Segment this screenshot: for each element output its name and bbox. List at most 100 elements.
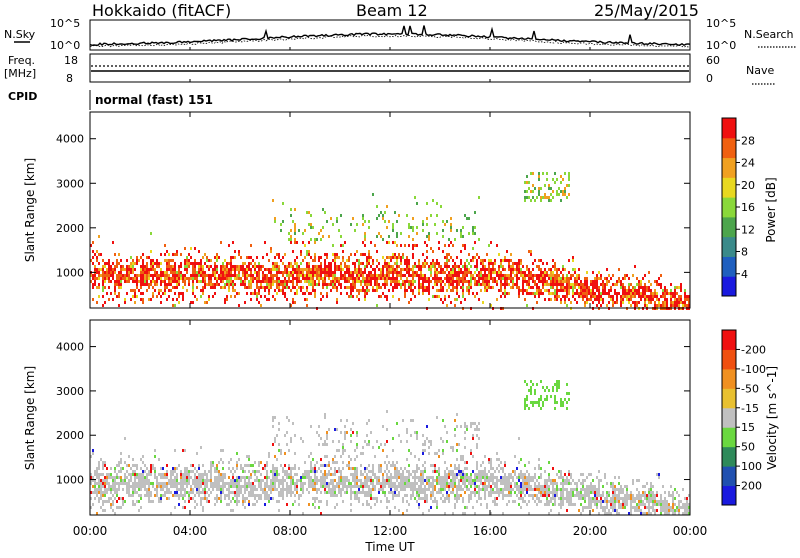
noise-left-label: N.Sky: [4, 28, 36, 41]
heatmap-cell: [368, 479, 370, 482]
heatmap-cell: [366, 289, 368, 292]
heatmap-cell: [488, 274, 490, 277]
heatmap-cell: [450, 283, 452, 286]
heatmap-cell: [198, 274, 200, 277]
heatmap-cell: [378, 277, 380, 280]
heatmap-cell: [548, 196, 550, 199]
heatmap-cell: [462, 476, 464, 479]
heatmap-cell: [128, 464, 130, 467]
heatmap-cell: [436, 214, 438, 217]
heatmap-cell: [392, 476, 394, 479]
heatmap-cell: [568, 292, 570, 295]
heatmap-cell: [350, 509, 352, 512]
heatmap-cell: [212, 286, 214, 289]
heatmap-cell: [560, 271, 562, 274]
heatmap-cell: [356, 274, 358, 277]
heatmap-cell: [458, 479, 460, 482]
heatmap-cell: [570, 500, 572, 503]
heatmap-cell: [128, 274, 130, 277]
heatmap-cell: [442, 235, 444, 238]
heatmap-cell: [552, 286, 554, 289]
heatmap-cell: [264, 268, 266, 271]
heatmap-cell: [426, 223, 428, 226]
heatmap-cell: [314, 488, 316, 491]
heatmap-cell: [558, 383, 560, 386]
heatmap-cell: [502, 277, 504, 280]
heatmap-cell: [288, 232, 290, 235]
heatmap-cell: [356, 455, 358, 458]
heatmap-cell: [384, 277, 386, 280]
heatmap-cell: [326, 503, 328, 506]
heatmap-cell: [134, 479, 136, 482]
heatmap-cell: [404, 494, 406, 497]
heatmap-cell: [404, 292, 406, 295]
heatmap-cell: [172, 253, 174, 256]
heatmap-cell: [468, 488, 470, 491]
heatmap-cell: [104, 479, 106, 482]
heatmap-cell: [330, 217, 332, 220]
heatmap-cell: [422, 464, 424, 467]
heatmap-cell: [434, 479, 436, 482]
heatmap-cell: [390, 476, 392, 479]
heatmap-cell: [150, 268, 152, 271]
heatmap-cell: [470, 425, 472, 428]
heatmap-cell: [138, 482, 140, 485]
heatmap-cell: [566, 283, 568, 286]
heatmap-cell: [324, 476, 326, 479]
heatmap-cell: [234, 268, 236, 271]
heatmap-cell: [554, 283, 556, 286]
beam-title: Beam 12: [356, 1, 428, 20]
heatmap-cell: [544, 280, 546, 283]
heatmap-cell: [504, 277, 506, 280]
heatmap-cell: [452, 265, 454, 268]
heatmap-cell: [598, 295, 600, 298]
heatmap-cell: [216, 494, 218, 497]
heatmap-cell: [544, 298, 546, 301]
heatmap-cell: [116, 274, 118, 277]
heatmap-cell: [208, 283, 210, 286]
heatmap-cell: [258, 289, 260, 292]
heatmap-cell: [102, 286, 104, 289]
heatmap-cell: [560, 199, 562, 202]
heatmap-cell: [510, 476, 512, 479]
heatmap-cell: [274, 289, 276, 292]
heatmap-cell: [332, 482, 334, 485]
heatmap-cell: [482, 268, 484, 271]
heatmap-cell: [324, 265, 326, 268]
heatmap-cell: [98, 461, 100, 464]
heatmap-cell: [198, 467, 200, 470]
heatmap-cell: [366, 259, 368, 262]
heatmap-cell: [402, 500, 404, 503]
heatmap-cell: [596, 286, 598, 289]
heatmap-cell: [398, 283, 400, 286]
heatmap-cell: [284, 277, 286, 280]
heatmap-cell: [568, 259, 570, 262]
heatmap-cell: [558, 187, 560, 190]
heatmap-cell: [118, 277, 120, 280]
heatmap-cell: [336, 482, 338, 485]
heatmap-cell: [458, 274, 460, 277]
heatmap-cell: [192, 283, 194, 286]
frequency-panel: Freq. [MHz] 18 8 60 0 Nave: [4, 53, 776, 85]
heatmap-cell: [600, 274, 602, 277]
heatmap-cell: [176, 253, 178, 256]
heatmap-cell: [464, 461, 466, 464]
heatmap-cell: [334, 271, 336, 274]
heatmap-cell: [546, 494, 548, 497]
heatmap-cell: [178, 277, 180, 280]
heatmap-cell: [456, 292, 458, 295]
heatmap-cell: [240, 476, 242, 479]
heatmap-cell: [182, 479, 184, 482]
heatmap-cell: [388, 235, 390, 238]
heatmap-cell: [386, 476, 388, 479]
heatmap-cell: [322, 479, 324, 482]
cpid-value: normal (fast) 151: [95, 93, 213, 107]
heatmap-cell: [504, 479, 506, 482]
heatmap-cell: [342, 268, 344, 271]
heatmap-cell: [202, 289, 204, 292]
heatmap-cell: [334, 274, 336, 277]
heatmap-cell: [630, 283, 632, 286]
heatmap-cell: [338, 283, 340, 286]
heatmap-cell: [180, 253, 182, 256]
heatmap-cell: [318, 479, 320, 482]
